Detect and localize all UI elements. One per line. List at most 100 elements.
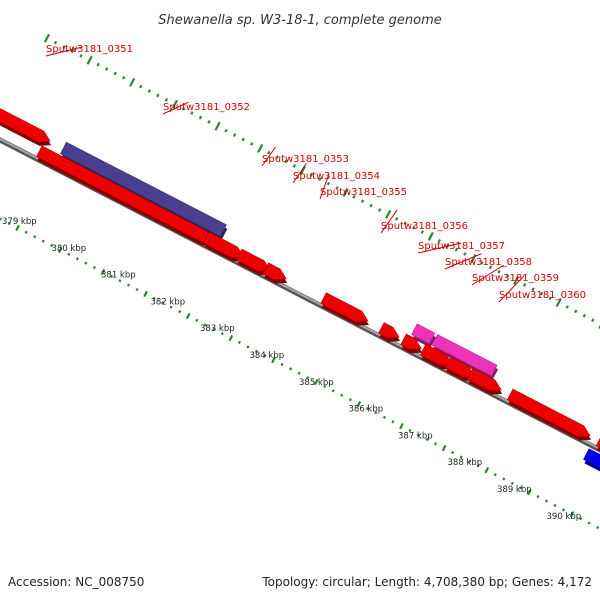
scale-tick xyxy=(185,312,191,320)
scale-tick xyxy=(220,332,224,336)
scale-tick xyxy=(365,406,369,411)
outer-tick xyxy=(591,318,595,322)
scale-tick xyxy=(416,433,421,437)
outer-tick xyxy=(164,98,169,102)
scale-tick xyxy=(263,354,267,358)
outer-tick xyxy=(377,208,382,212)
leader-line xyxy=(45,46,82,57)
gene-0355-body xyxy=(262,262,287,280)
map-title: Shewanella sp. W3-18-1, complete genome xyxy=(158,13,441,28)
scale-tick xyxy=(143,290,148,298)
scale-tick xyxy=(246,345,250,349)
gene-label: Sputw3181_0355 xyxy=(320,187,407,198)
scale-tick xyxy=(476,464,480,468)
gene-0363 xyxy=(595,437,600,452)
scale-tick xyxy=(7,221,11,226)
outer-tick xyxy=(480,261,484,265)
outer-tick xyxy=(395,216,399,221)
gene-0350-body xyxy=(0,108,51,143)
outer-tick xyxy=(79,53,83,58)
outer-tick xyxy=(275,155,279,159)
scale-tick xyxy=(519,486,523,490)
outer-tick xyxy=(555,298,562,308)
scale-tick xyxy=(306,376,310,380)
scale-tick xyxy=(596,525,600,530)
outer-tick xyxy=(62,45,66,49)
outer-tick xyxy=(122,76,126,80)
gene-label: Sputw3181_0357 xyxy=(418,241,505,252)
outer-tick xyxy=(113,71,117,76)
outer-tick xyxy=(232,133,237,137)
gene-0358-body xyxy=(431,334,498,377)
gene-0354-body xyxy=(235,248,271,272)
gene-0351-body xyxy=(36,145,213,242)
scale-tick xyxy=(561,508,566,512)
outer-tick xyxy=(412,225,416,230)
gene-0361-body xyxy=(466,368,502,391)
scale-tick xyxy=(340,393,344,397)
gene-0362 xyxy=(506,388,592,441)
gene-label: Sputw3181_0352 xyxy=(163,102,250,113)
scale-tick xyxy=(484,467,490,474)
scale-tick xyxy=(75,257,79,261)
outer-tick xyxy=(96,62,100,67)
scale-tick xyxy=(228,334,234,342)
scale-tick-track xyxy=(0,217,600,530)
gene-0356-body xyxy=(320,292,369,323)
outer-tick xyxy=(454,247,459,252)
scale-tick xyxy=(57,246,63,254)
outer-tick xyxy=(470,253,477,263)
gene-label: Sputw3181_0358 xyxy=(445,257,532,268)
scale-tick xyxy=(399,422,404,430)
gene-labels: Sputw3181_0351 Sputw3181_0352 Sputw3181_03… xyxy=(46,44,586,301)
scale-tick xyxy=(109,274,114,278)
gene-label-leaders xyxy=(45,46,525,303)
leader-line xyxy=(292,162,307,184)
gene-0357b xyxy=(378,322,401,342)
outer-tick xyxy=(104,67,109,71)
outer-tick xyxy=(284,159,288,164)
scale-tick xyxy=(536,495,540,499)
scale-tick xyxy=(178,309,182,314)
gene-0355 xyxy=(262,262,288,284)
scale-tick xyxy=(553,503,557,508)
scale-label: 381 kbp xyxy=(101,271,136,281)
accession-text: Accession: NC_008750 xyxy=(8,575,144,589)
scale-tick xyxy=(441,444,447,452)
gene-0358 xyxy=(431,334,499,380)
outer-tick xyxy=(171,99,178,109)
scale-tick xyxy=(126,283,131,287)
scale-tick xyxy=(135,287,139,292)
scale-tick xyxy=(212,327,216,331)
scale-tick xyxy=(254,349,259,353)
outer-tick xyxy=(335,186,339,190)
scale-tick xyxy=(579,517,583,521)
gene-label: Sputw3181_0351 xyxy=(46,44,133,55)
gene-0358b-body xyxy=(400,333,422,350)
gene-0364 xyxy=(583,448,600,472)
gene-label: Sputw3181_0356 xyxy=(381,221,468,232)
scale-label: 390 kbp xyxy=(547,512,582,522)
gene-0356 xyxy=(320,292,369,326)
outer-tick xyxy=(574,309,578,314)
scale-tick xyxy=(382,415,386,419)
scale-tick xyxy=(33,235,37,239)
leader-line xyxy=(380,209,398,234)
outer-tick xyxy=(540,291,544,296)
scale-tick xyxy=(0,217,3,221)
scale-label: 389 kbp xyxy=(497,485,532,495)
scale-tick xyxy=(152,296,156,300)
scale-labels: 379 kbp 380 kbp 381 kbp 382 kbp 383 kbp 384 k… xyxy=(2,217,581,522)
scale-label: 384 kbp xyxy=(250,351,285,361)
leader-line xyxy=(444,253,482,270)
outer-tick xyxy=(522,283,527,287)
outer-tick xyxy=(326,181,331,186)
outer-tick xyxy=(505,274,510,278)
outer-tick xyxy=(139,84,143,89)
scale-tick xyxy=(544,499,549,503)
scale-tick xyxy=(408,428,412,433)
gene-0358b xyxy=(400,333,423,354)
scale-tick xyxy=(527,489,532,496)
scale-tick xyxy=(434,442,438,446)
gene-0363-body xyxy=(595,437,600,448)
